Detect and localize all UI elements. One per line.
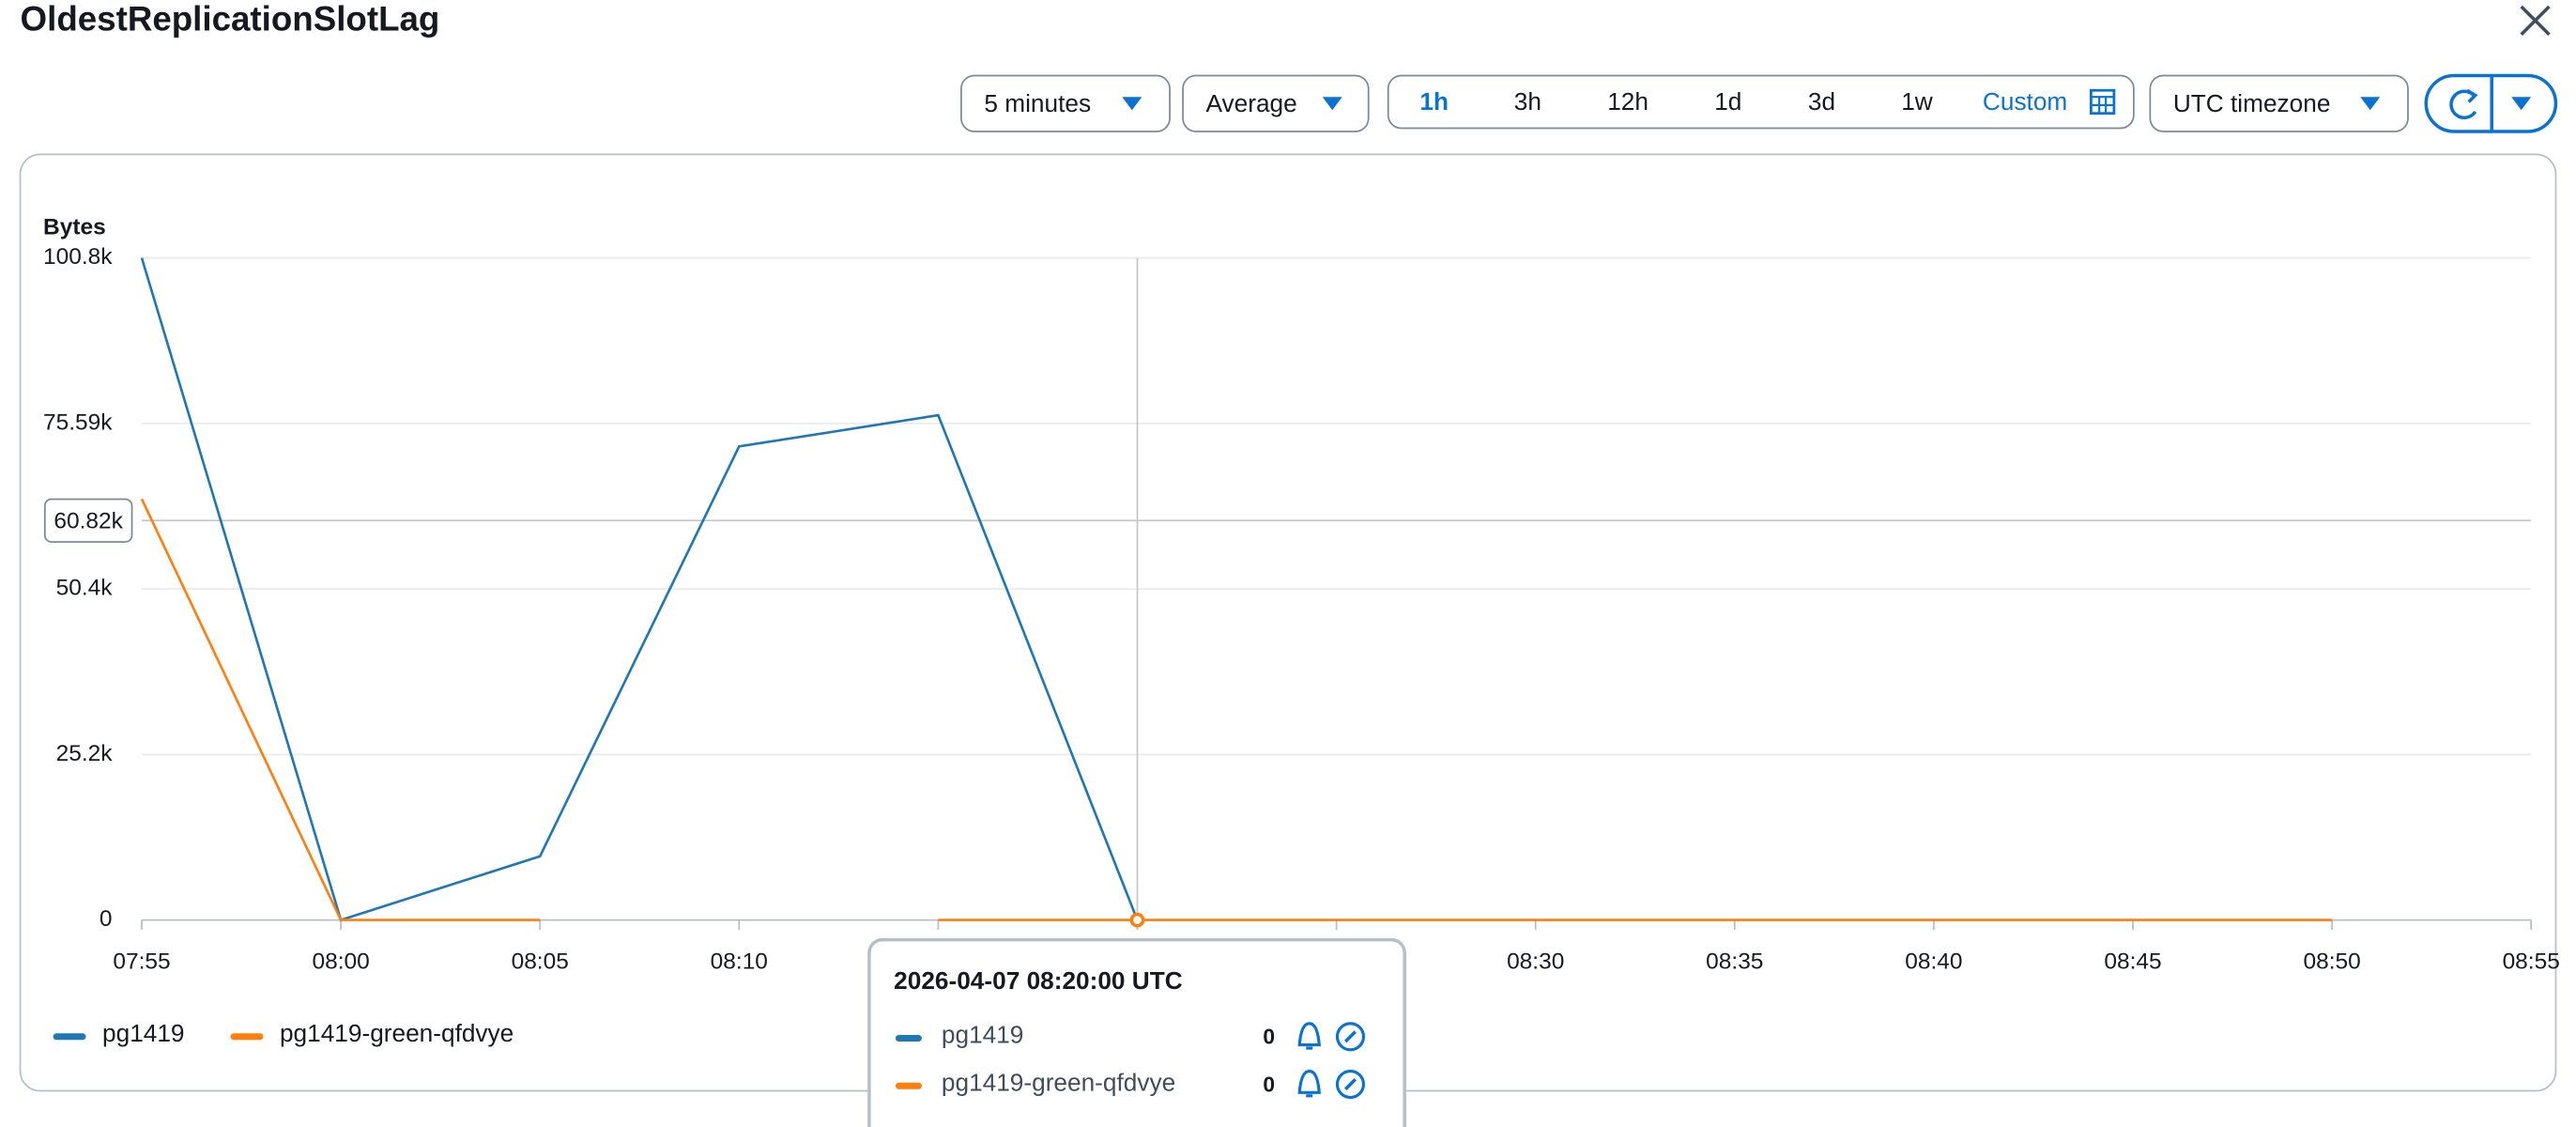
legend-label: pg1419 bbox=[102, 1019, 184, 1047]
caret bbox=[1122, 97, 1142, 111]
timezone-text: UTC timezone bbox=[2173, 89, 2331, 117]
hover-point bbox=[1129, 912, 1145, 928]
explore-icon[interactable] bbox=[1335, 1022, 1366, 1052]
refresh-arrow bbox=[2466, 88, 2478, 103]
range-button[interactable]: 1h bbox=[1419, 87, 1449, 116]
y-tick-label: 50.4k bbox=[56, 576, 114, 601]
tooltip: 2026-04-07 08:20:00 UTC pg1419 0 pg1419-gre… bbox=[867, 937, 1406, 1127]
range-group bbox=[1387, 74, 2135, 130]
timezone-select[interactable]: UTC timezone bbox=[2149, 74, 2409, 132]
bell bbox=[1297, 1022, 1321, 1050]
caret bbox=[1322, 97, 1342, 111]
close-icon bbox=[2520, 5, 2551, 36]
x-tick-label: 08:35 bbox=[1706, 949, 1763, 975]
x-tick-label: 08:50 bbox=[2303, 949, 2360, 975]
crosshair-badge bbox=[43, 498, 133, 543]
tooltip-box bbox=[867, 937, 1406, 1127]
x-tick-label: 08:05 bbox=[512, 949, 569, 975]
tooltip-value: 0 bbox=[1263, 1072, 1275, 1096]
explore-icon[interactable] bbox=[1335, 1069, 1366, 1100]
range-button[interactable]: Custom bbox=[1983, 87, 2067, 116]
compass-needle bbox=[1343, 1078, 1357, 1091]
y-axis-label: Bytes bbox=[43, 215, 106, 240]
refresh-group[interactable] bbox=[2424, 73, 2558, 133]
caret bbox=[2511, 97, 2532, 111]
range-button[interactable]: 12h bbox=[1607, 87, 1648, 116]
alarm-icon[interactable] bbox=[1297, 1069, 1321, 1098]
plot: 0 25.2k 50.4k 75.59k 100.8k 07:55 08:00 08:05 08… bbox=[43, 244, 2560, 1127]
x-tick-label: 07:55 bbox=[113, 949, 170, 975]
compass-needle bbox=[1343, 1030, 1357, 1043]
period-box bbox=[960, 74, 1171, 132]
period-select[interactable]: 5 minutes bbox=[960, 74, 1171, 132]
tooltip-title: 2026-04-07 08:20:00 UTC bbox=[894, 966, 1183, 995]
compass bbox=[1335, 1022, 1366, 1052]
bell bbox=[1297, 1069, 1321, 1098]
tooltip-value: 0 bbox=[1263, 1025, 1275, 1049]
x-tick-label: 08:10 bbox=[711, 949, 768, 975]
calendar-icon bbox=[2089, 88, 2116, 116]
statistic-select[interactable]: Average bbox=[1182, 74, 1370, 132]
timezone-box bbox=[2149, 74, 2409, 132]
x-tick-label: 08:00 bbox=[312, 949, 369, 975]
close-button[interactable] bbox=[2520, 5, 2551, 36]
series-line bbox=[140, 257, 1139, 922]
x-tick-label: 08:30 bbox=[1507, 949, 1564, 975]
crosshair-label: 60.82k bbox=[54, 508, 123, 533]
y-tick-label: 0 bbox=[100, 906, 113, 932]
series-line bbox=[140, 498, 2333, 921]
x-tick-label: 08:40 bbox=[1905, 949, 1962, 975]
y-tick-label: 75.59k bbox=[43, 409, 113, 435]
compass bbox=[1335, 1069, 1366, 1100]
refresh-icon bbox=[2449, 89, 2477, 119]
statistic-box bbox=[1182, 74, 1370, 132]
range-button[interactable]: 3h bbox=[1514, 87, 1541, 116]
range-button[interactable]: 1d bbox=[1714, 87, 1741, 116]
tooltip-series: pg1419-green-qfdvye bbox=[942, 1068, 1175, 1096]
x-tick-label: 08:45 bbox=[2104, 949, 2161, 975]
y-tick-label: 100.8k bbox=[43, 244, 113, 270]
alarm-icon[interactable] bbox=[1297, 1022, 1321, 1050]
range-button[interactable]: 3d bbox=[1808, 87, 1835, 116]
widget-title: OldestReplicationSlotLag bbox=[21, 0, 440, 38]
range-button[interactable]: 1w bbox=[1901, 87, 1933, 116]
x-tick-label: 08:55 bbox=[2503, 949, 2560, 975]
caret bbox=[2360, 97, 2381, 111]
legend-label: pg1419-green-qfdvye bbox=[280, 1019, 514, 1047]
tooltip-series: pg1419 bbox=[942, 1021, 1024, 1049]
y-tick-label: 25.2k bbox=[56, 741, 114, 766]
period-text: 5 minutes bbox=[984, 89, 1091, 117]
statistic-text: Average bbox=[1206, 89, 1297, 117]
